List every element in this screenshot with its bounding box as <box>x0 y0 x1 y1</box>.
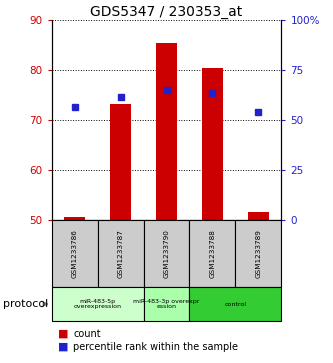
Text: count: count <box>73 329 101 339</box>
Bar <box>144 287 189 321</box>
Text: miR-483-5p
overexpression: miR-483-5p overexpression <box>74 299 122 309</box>
Text: GSM1233790: GSM1233790 <box>164 229 169 278</box>
Bar <box>202 68 223 220</box>
Bar <box>156 44 177 220</box>
Text: GSM1233786: GSM1233786 <box>72 229 78 278</box>
Bar <box>64 217 85 220</box>
Text: GSM1233787: GSM1233787 <box>118 229 124 278</box>
Bar <box>189 287 281 321</box>
Bar <box>52 287 144 321</box>
Bar <box>52 220 98 287</box>
Text: control: control <box>224 302 246 306</box>
Text: GSM1233788: GSM1233788 <box>209 229 215 278</box>
Bar <box>110 104 131 220</box>
Text: percentile rank within the sample: percentile rank within the sample <box>73 342 238 352</box>
Text: ■: ■ <box>58 329 69 339</box>
Bar <box>98 220 144 287</box>
Text: miR-483-3p overexpr
ession: miR-483-3p overexpr ession <box>133 299 200 309</box>
Bar <box>248 212 269 220</box>
Title: GDS5347 / 230353_at: GDS5347 / 230353_at <box>90 5 243 19</box>
Bar <box>189 220 235 287</box>
Text: ■: ■ <box>58 342 69 352</box>
Text: protocol: protocol <box>3 299 49 309</box>
Text: GSM1233789: GSM1233789 <box>255 229 261 278</box>
Bar <box>144 220 189 287</box>
Bar <box>235 220 281 287</box>
